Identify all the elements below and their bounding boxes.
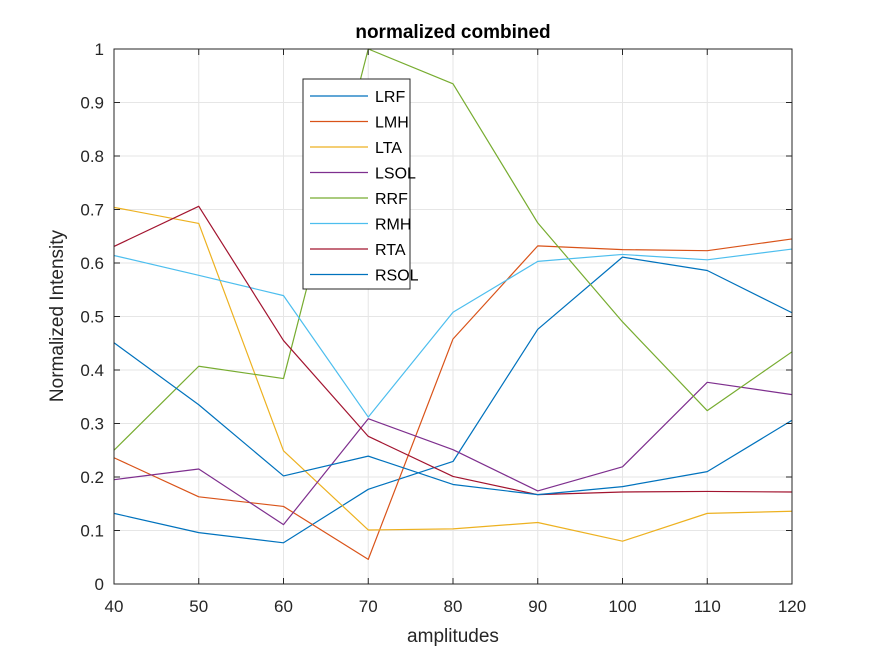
y-axis-label: Normalized Intensity	[47, 229, 68, 402]
legend-box	[302, 78, 411, 290]
y-tick-label: 0.9	[80, 94, 104, 113]
legend-label-rrf: RRF	[375, 191, 408, 208]
series-line-rrf	[113, 48, 793, 451]
series-line-lsol	[113, 381, 793, 526]
y-tick-label: 0.4	[80, 361, 104, 380]
legend-label-lta: LTA	[375, 140, 402, 157]
series-line-rta	[113, 205, 793, 496]
x-tick-label: 70	[359, 597, 378, 616]
x-tick-label: 120	[778, 597, 806, 616]
x-tick-label: 50	[189, 597, 208, 616]
legend-label-rmh: RMH	[375, 217, 411, 234]
legend: LRF LMH LTA LSOL RRF RMH RTA RSOL	[302, 78, 419, 290]
legend-label-rta: RTA	[375, 242, 406, 259]
series-lines	[113, 48, 793, 560]
x-axis-ticks: 40 50 60 70 80 90 100 110 120	[105, 49, 806, 616]
series-line-lta	[113, 206, 793, 542]
y-tick-label: 0.2	[80, 468, 104, 487]
x-tick-label: 110	[694, 597, 721, 616]
y-axis-ticks: 0 0.1 0.2 0.3 0.4 0.5 0.6 0.7 0.8 0.9 1	[80, 40, 792, 594]
series-line-lmh	[113, 238, 793, 560]
y-tick-label: 1	[95, 40, 104, 59]
legend-label-lmh: LMH	[375, 115, 409, 132]
legend-label-rsol: RSOL	[375, 268, 419, 285]
chart-title: normalized combined	[355, 22, 550, 43]
y-tick-label: 0.5	[80, 308, 104, 327]
y-tick-label: 0.6	[80, 254, 104, 273]
x-tick-label: 90	[528, 597, 547, 616]
x-axis-label: amplitudes	[407, 626, 499, 647]
legend-label-lsol: LSOL	[375, 166, 416, 183]
y-tick-label: 0.1	[80, 522, 104, 541]
y-tick-label: 0.3	[80, 415, 104, 434]
series-line-rsol	[113, 342, 793, 496]
y-tick-label: 0	[95, 575, 104, 594]
x-tick-label: 40	[105, 597, 124, 616]
x-tick-label: 60	[274, 597, 293, 616]
y-tick-label: 0.8	[80, 147, 104, 166]
series-line-rmh	[113, 248, 793, 418]
y-tick-label: 0.7	[80, 201, 104, 220]
x-tick-label: 80	[444, 597, 463, 616]
legend-label-lrf: LRF	[375, 89, 405, 106]
series-line-lrf	[113, 256, 793, 544]
x-tick-label: 100	[608, 597, 636, 616]
